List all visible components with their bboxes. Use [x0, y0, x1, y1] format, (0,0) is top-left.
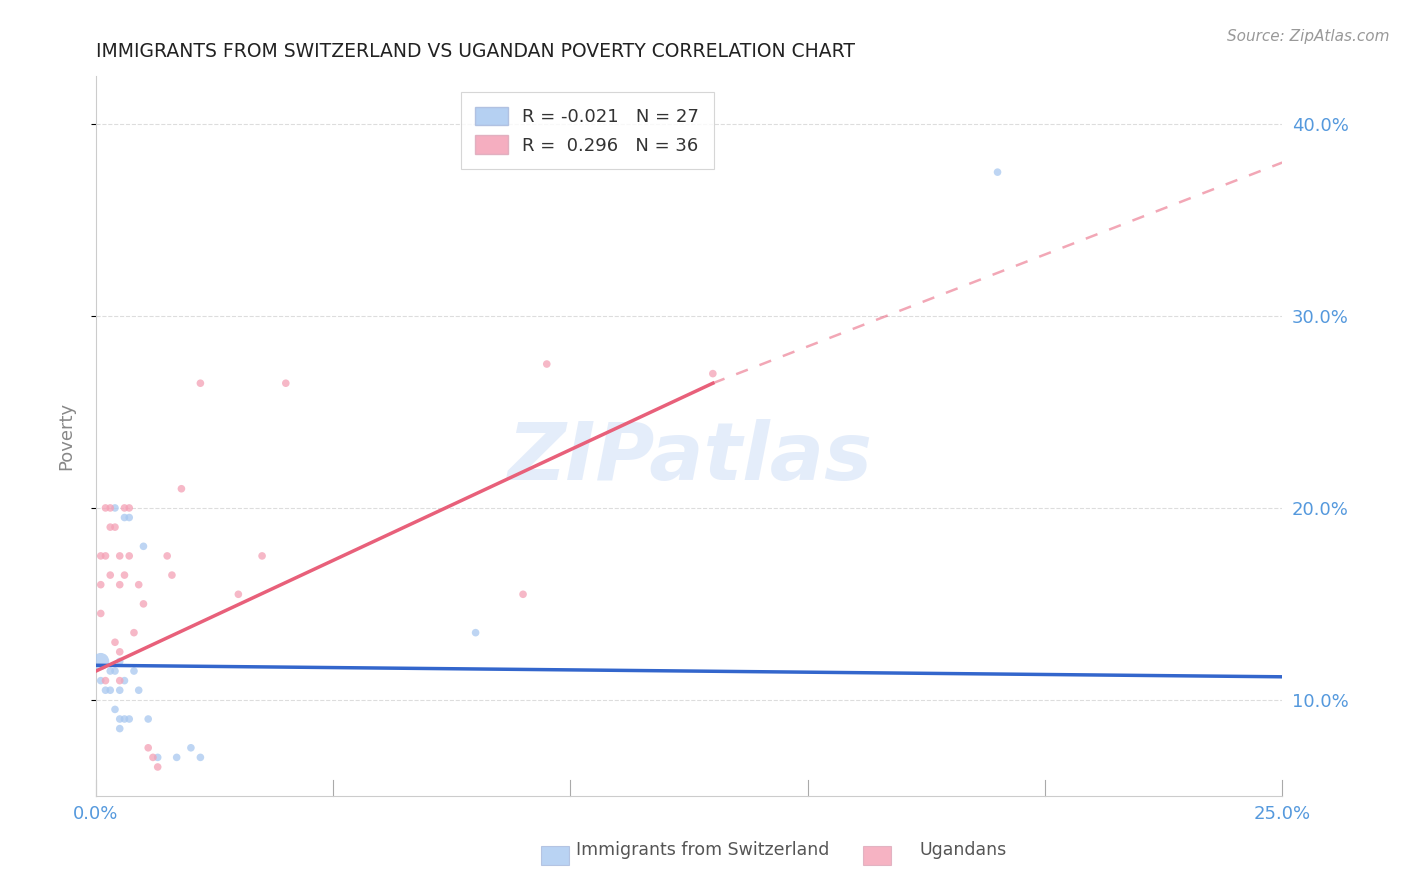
Point — [128, 683, 150, 698]
Point — [118, 510, 141, 524]
Point — [118, 549, 141, 563]
Point — [204, 817, 226, 831]
Point — [156, 549, 179, 563]
Point — [702, 367, 724, 381]
Point — [94, 500, 117, 515]
Point — [108, 722, 131, 736]
Point — [108, 712, 131, 726]
Point — [90, 549, 112, 563]
Point — [104, 702, 127, 716]
Point — [98, 664, 121, 678]
Text: IMMIGRANTS FROM SWITZERLAND VS UGANDAN POVERTY CORRELATION CHART: IMMIGRANTS FROM SWITZERLAND VS UGANDAN P… — [96, 42, 855, 61]
Point — [114, 510, 136, 524]
Point — [114, 712, 136, 726]
Point — [132, 539, 155, 553]
Point — [250, 549, 273, 563]
Point — [104, 664, 127, 678]
Point — [108, 645, 131, 659]
Point — [108, 549, 131, 563]
Point — [146, 750, 169, 764]
Point — [166, 750, 188, 764]
Text: Source: ZipAtlas.com: Source: ZipAtlas.com — [1226, 29, 1389, 44]
Point — [94, 549, 117, 563]
Point — [536, 357, 558, 371]
Point — [136, 712, 159, 726]
Point — [146, 760, 169, 774]
Point — [122, 664, 145, 678]
Point — [98, 683, 121, 698]
Point — [160, 568, 183, 582]
Y-axis label: Poverty: Poverty — [58, 402, 75, 470]
Text: Immigrants from Switzerland: Immigrants from Switzerland — [576, 840, 830, 858]
Point — [986, 165, 1008, 179]
Point — [108, 655, 131, 669]
Point — [132, 597, 155, 611]
Point — [136, 740, 159, 755]
Point — [114, 568, 136, 582]
Point — [274, 376, 297, 391]
Point — [98, 568, 121, 582]
Point — [94, 683, 117, 698]
Point — [98, 520, 121, 534]
Point — [170, 482, 193, 496]
Point — [118, 500, 141, 515]
Legend: R = -0.021   N = 27, R =  0.296   N = 36: R = -0.021 N = 27, R = 0.296 N = 36 — [461, 93, 714, 169]
Point — [464, 625, 486, 640]
Point — [90, 607, 112, 621]
Point — [90, 655, 112, 669]
Point — [122, 625, 145, 640]
Point — [114, 500, 136, 515]
Point — [190, 376, 212, 391]
Point — [128, 577, 150, 591]
Point — [108, 673, 131, 688]
Point — [180, 740, 202, 755]
Point — [90, 673, 112, 688]
Point — [190, 750, 212, 764]
Point — [228, 587, 250, 601]
Point — [94, 673, 117, 688]
Point — [104, 500, 127, 515]
Point — [98, 500, 121, 515]
Point — [108, 577, 131, 591]
Point — [512, 587, 534, 601]
Text: ZIPatlas: ZIPatlas — [506, 418, 872, 497]
Text: Ugandans: Ugandans — [920, 840, 1007, 858]
Point — [114, 673, 136, 688]
Point — [108, 683, 131, 698]
Point — [104, 520, 127, 534]
Point — [90, 577, 112, 591]
Point — [118, 712, 141, 726]
Point — [142, 750, 165, 764]
Point — [104, 635, 127, 649]
